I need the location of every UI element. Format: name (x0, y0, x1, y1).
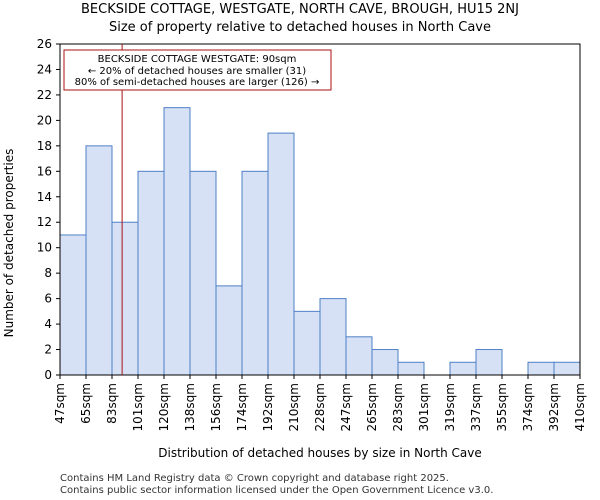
x-tick-label: 247sqm (339, 383, 353, 431)
histogram-bar (59, 234, 87, 376)
x-tick-label: 301sqm (417, 383, 431, 431)
x-tick-label: 101sqm (131, 383, 145, 431)
y-tick-label: 10 (37, 241, 52, 255)
y-tick-label: 8 (44, 266, 52, 280)
x-tick-label: 192sqm (261, 383, 275, 431)
annotation-line-1: BECKSIDE COTTAGE WESTGATE: 90sqm (98, 54, 297, 65)
x-tick-label: 265sqm (365, 383, 379, 431)
x-tick-label: 319sqm (443, 383, 457, 431)
x-tick-label: 374sqm (521, 383, 535, 431)
footer-line-1: Contains HM Land Registry data © Crown c… (60, 473, 449, 484)
histogram-bar (241, 170, 269, 376)
x-tick-label: 355sqm (495, 383, 509, 431)
y-tick-label: 6 (44, 292, 52, 306)
histogram-bar (137, 170, 165, 376)
plot-frame (59, 43, 581, 376)
x-tick-label: 83sqm (105, 383, 119, 424)
x-tick-label: 410sqm (573, 383, 587, 431)
histogram-bar (371, 349, 399, 376)
x-tick-label: 120sqm (157, 383, 171, 431)
x-axis-label: Distribution of detached houses by size … (158, 446, 482, 460)
y-tick-label: 22 (37, 88, 52, 102)
y-tick-label: 4 (44, 317, 52, 331)
histogram-bar (345, 336, 373, 376)
y-tick-label: 0 (44, 368, 52, 382)
histogram-bar (111, 221, 139, 376)
histogram-bar (527, 361, 555, 376)
y-tick-label: 26 (37, 37, 52, 51)
x-tick-label: 283sqm (391, 383, 405, 431)
histogram-bar (553, 361, 581, 376)
y-tick-label: 24 (37, 62, 52, 76)
x-tick-label: 174sqm (235, 383, 249, 431)
histogram-bar (163, 107, 191, 376)
annotation-frame (63, 49, 332, 91)
annotation-line-3: 80% of semi-detached houses are larger (… (75, 77, 320, 88)
histogram-bar (293, 310, 321, 376)
y-axis-label: Number of detached properties (2, 149, 16, 338)
histogram-bar (449, 361, 477, 376)
annotation-line-2: ← 20% of detached houses are smaller (31… (88, 66, 306, 77)
annotation-box: BECKSIDE COTTAGE WESTGATE: 90sqm ← 20% o… (63, 49, 332, 91)
x-tick-label: 228sqm (313, 383, 327, 431)
y-tick-label: 18 (37, 139, 52, 153)
histogram-bar (189, 170, 217, 376)
x-tick-label: 65sqm (79, 383, 93, 424)
histogram-bar (215, 285, 243, 376)
x-tick-label: 337sqm (469, 383, 483, 431)
chart-title: BECKSIDE COTTAGE, WESTGATE, NORTH CAVE, … (81, 2, 519, 17)
footer-line-2: Contains public sector information licen… (60, 485, 494, 496)
histogram-bar (319, 298, 347, 376)
histogram-bar (475, 349, 503, 376)
x-tick-label: 210sqm (287, 383, 301, 431)
y-tick-label: 20 (37, 113, 52, 127)
x-tick-label: 156sqm (209, 383, 223, 431)
y-tick-label: 12 (37, 215, 52, 229)
histogram-bar (85, 145, 113, 376)
chart-subtitle: Size of property relative to detached ho… (108, 20, 491, 35)
x-tick-label: 138sqm (183, 383, 197, 431)
y-tick-label: 14 (37, 190, 52, 204)
histogram-bar (267, 132, 295, 376)
y-tick-label: 16 (37, 164, 52, 178)
x-tick-label: 47sqm (53, 383, 67, 424)
x-tick-label: 392sqm (547, 383, 561, 431)
y-tick-label: 2 (44, 343, 52, 357)
histogram-bar (397, 361, 425, 376)
